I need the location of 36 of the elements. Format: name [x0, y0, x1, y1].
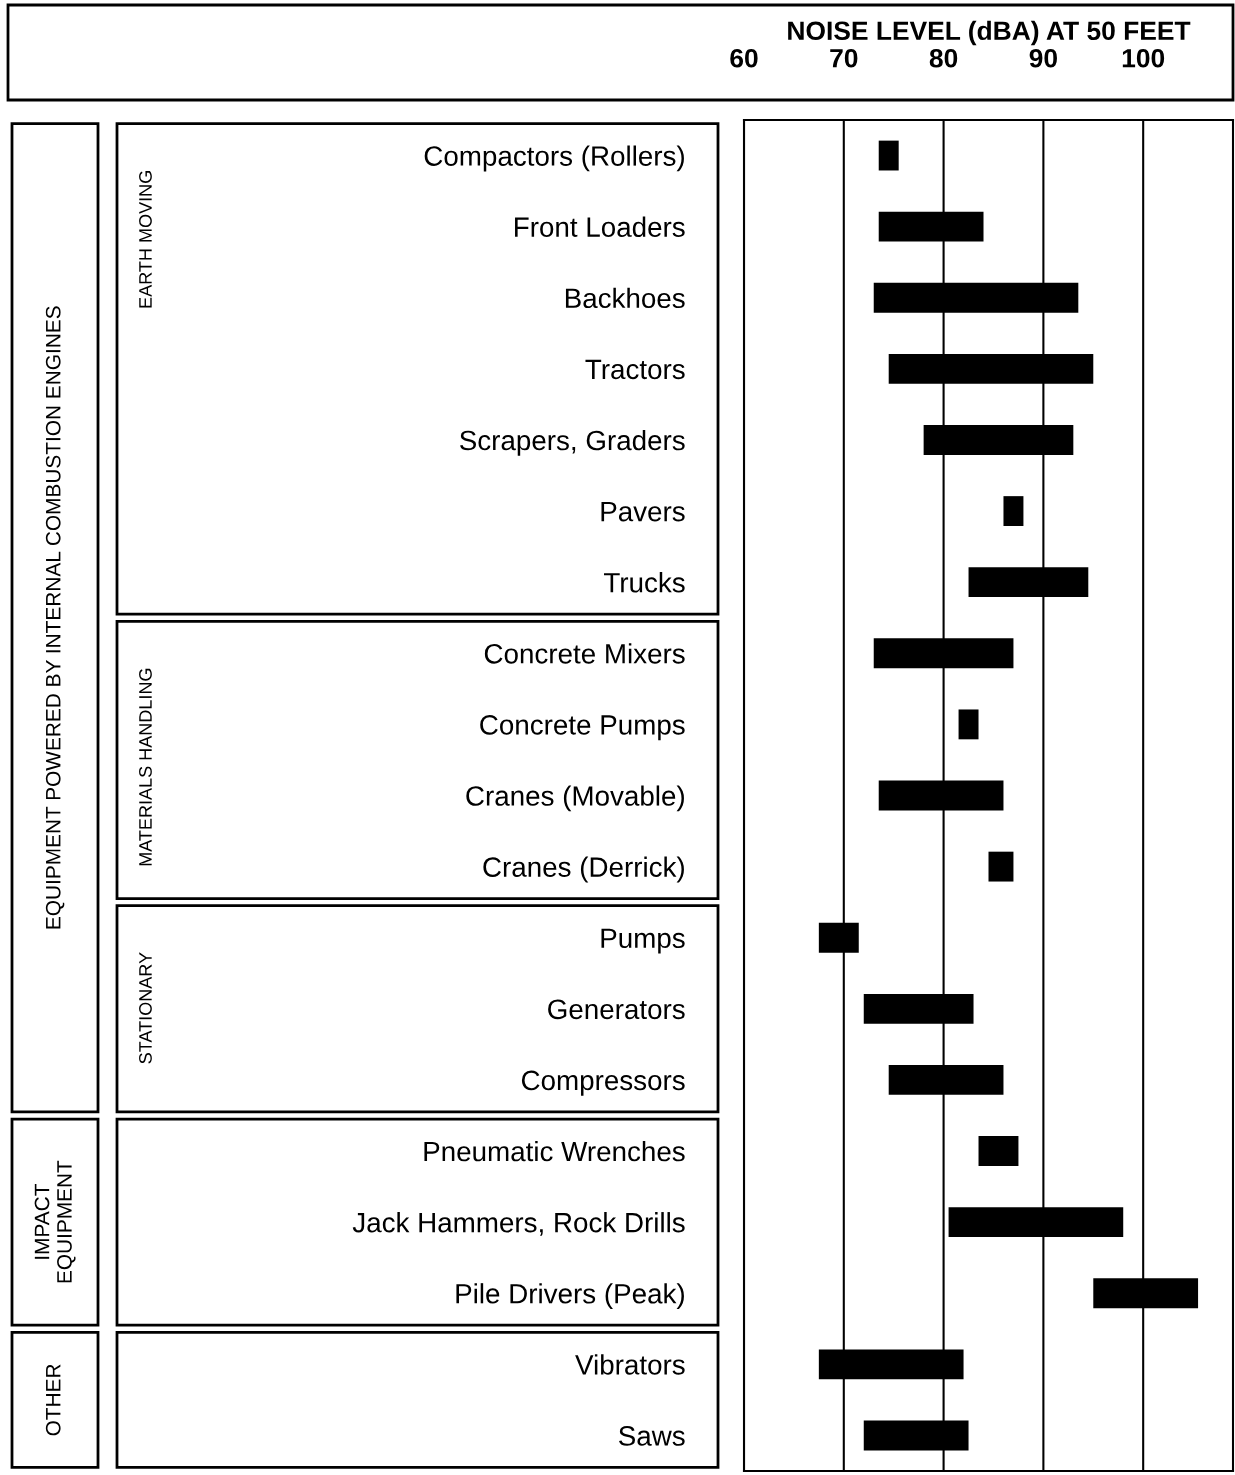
y-tick-label: Compressors [521, 1070, 685, 1096]
y-tick-label: Concrete Pumps [480, 715, 685, 741]
bar [988, 851, 1014, 882]
text: OTHER [45, 1364, 61, 1436]
y-tick-label: Cranes (Derrick) [483, 856, 684, 883]
x-tick-label: 70 [830, 48, 858, 68]
y-tick-label: Jack Hammers, Rock Drills [352, 1212, 685, 1236]
x-tick-label: 80 [929, 48, 958, 68]
y-tick-label: Tractors [585, 359, 685, 380]
y-tick-label: Cranes (Movable) [466, 785, 684, 812]
y-tick-label: Scrapers, Graders [460, 429, 685, 456]
y-tick-label: Pneumatic Wrenches [424, 1140, 685, 1162]
y-tick-label: Concrete Mixers [484, 643, 685, 664]
text: EARTH MOVING [139, 171, 152, 308]
y-tick-label: Backhoes [565, 287, 685, 309]
bar [978, 1136, 1019, 1166]
bar [878, 140, 899, 171]
text: IMPACT EQUIPMENT [34, 1160, 76, 1283]
x-tick-label: 60 [730, 48, 758, 68]
y-tick-label: Front Loaders [515, 216, 685, 237]
bar [1003, 496, 1024, 527]
text: STATIONARY [139, 952, 152, 1064]
text: EQUIPMENT POWERED BY INTERNAL COMBUSTION ENGINES [45, 306, 65, 929]
y-tick-label: Compactors (Rollers) [424, 145, 684, 172]
x-axis-title: NOISE LEVEL (dBA) AT 50 FEET [788, 20, 1191, 46]
x-tick-label: 90 [1029, 48, 1057, 68]
y-tick-label: Trucks [604, 572, 685, 593]
y-tick-label: Vibrators [575, 1354, 685, 1375]
y-tick-label: Pavers [601, 502, 685, 522]
y-tick-label: Generators [548, 999, 685, 1020]
x-tick-label: 100 [1122, 48, 1165, 68]
y-tick-label: Saws [619, 1426, 685, 1446]
y-tick-label: Pile Drivers (Peak) [456, 1283, 684, 1310]
y-tick-label: Pumps [601, 928, 685, 954]
bar [958, 709, 979, 740]
text: MATERIALS HANDLING [139, 668, 152, 866]
